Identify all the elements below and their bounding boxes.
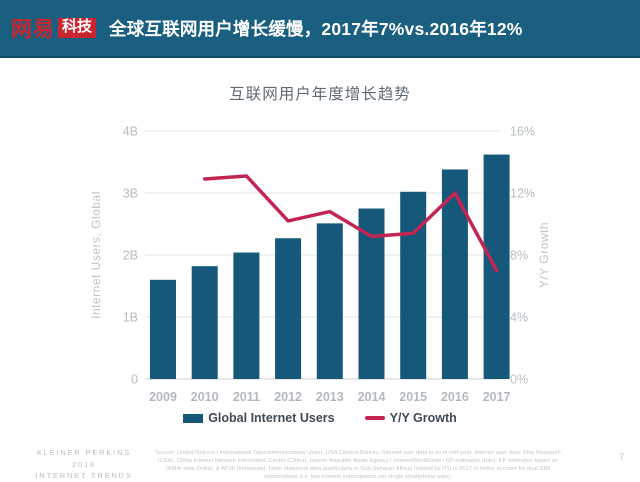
bar-2010	[191, 266, 218, 379]
netease-logo-text: 网易	[11, 17, 55, 41]
legend-line-swatch	[364, 416, 385, 420]
svg-text:2009: 2009	[149, 390, 177, 404]
svg-text:2B: 2B	[123, 249, 138, 263]
chart-legend: Global Internet Users Y/Y Growth	[0, 411, 640, 425]
bar-2013	[316, 223, 343, 379]
legend-item-line: Y/Y Growth	[364, 411, 457, 425]
right-axis-title: Y/Y Growth	[537, 222, 551, 288]
left-axis-title: Internet Users, Global	[89, 191, 103, 319]
svg-text:2010: 2010	[191, 390, 219, 404]
svg-text:4B: 4B	[123, 125, 138, 139]
svg-text:2015: 2015	[399, 390, 427, 404]
bar-2009	[150, 279, 176, 379]
legend-item-bars: Global Internet Users	[183, 411, 335, 425]
legend-bar-label: Global Internet Users	[208, 411, 335, 425]
bars-group	[150, 154, 510, 379]
bar-2017	[483, 154, 510, 379]
svg-text:2017: 2017	[483, 390, 511, 404]
svg-text:0%: 0%	[510, 373, 528, 387]
svg-text:3B: 3B	[123, 187, 138, 201]
growth-line	[202, 174, 499, 273]
bar-2016	[441, 169, 468, 379]
right-axis-ticks: 0% 4% 8% 12% 16%	[510, 125, 535, 387]
x-axis-labels: 2009 2010 2011 2012 2013 2014 2015 2016 2017	[149, 390, 510, 404]
svg-text:12%: 12%	[510, 187, 535, 201]
bar-2011	[233, 252, 260, 379]
chart-canvas: 0 1B 2B 3B 4B 0% 4% 8% 12% 16% 2009 2010 2011 2012 201…	[0, 105, 640, 410]
legend-line-label: Y/Y Growth	[389, 411, 457, 425]
brand-line: 2018	[72, 459, 96, 469]
kleiner-perkins-branding: KLEINER PERKINS 2018 INTERNET TRENDS	[16, 447, 152, 482]
brand-line: INTERNET TRENDS	[35, 471, 133, 481]
svg-text:0: 0	[131, 373, 138, 387]
legend-bar-swatch	[183, 413, 204, 423]
svg-text:16%: 16%	[510, 125, 535, 139]
left-axis-ticks: 0 1B 2B 3B 4B	[123, 125, 138, 387]
svg-text:4%: 4%	[510, 311, 528, 325]
svg-text:2011: 2011	[233, 390, 260, 404]
chart-svg: 0 1B 2B 3B 4B 0% 4% 8% 12% 16% 2009 2010 2011 2012 201…	[89, 125, 551, 405]
source-note: Source: United Nations / International T…	[155, 450, 561, 481]
header-bar: 网易 科技 全球互联网用户增长缓慢，2017年7%vs.2016年12%	[0, 0, 640, 58]
chart-title: 互联网用户年度增长趋势	[229, 86, 411, 103]
tech-logo-badge: 科技	[58, 18, 97, 38]
bar-2015	[400, 191, 427, 379]
svg-text:2013: 2013	[316, 390, 344, 404]
page-title: 全球互联网用户增长缓慢，2017年7%vs.2016年12%	[109, 18, 523, 39]
svg-text:1B: 1B	[123, 311, 138, 325]
svg-text:2012: 2012	[274, 390, 302, 404]
bar-2012	[275, 238, 302, 379]
svg-text:2016: 2016	[441, 390, 469, 404]
page-number: 7	[618, 452, 624, 462]
svg-text:8%: 8%	[510, 249, 528, 263]
netease-tech-logo[interactable]: 网易 科技	[11, 13, 97, 43]
brand-line: KLEINER PERKINS	[36, 448, 132, 457]
svg-text:2014: 2014	[358, 390, 386, 404]
